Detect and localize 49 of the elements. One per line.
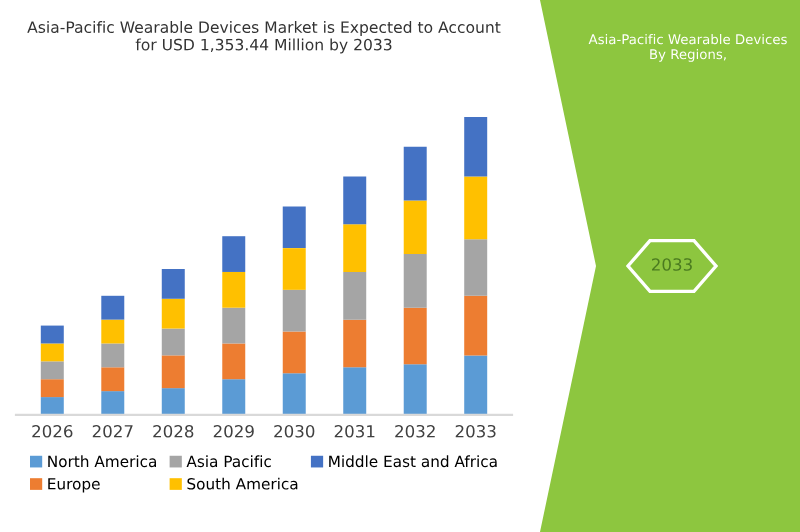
bar (101, 295, 125, 320)
bar (464, 117, 488, 177)
bar (161, 328, 185, 356)
bar (40, 343, 64, 362)
bar (282, 289, 306, 332)
bar (101, 391, 125, 415)
x-tick-label: 2031 (334, 424, 375, 438)
bar (403, 364, 427, 415)
x-tick-label: 2027 (92, 424, 133, 438)
bar (222, 236, 246, 272)
bar (464, 355, 488, 415)
bar (40, 379, 64, 398)
bar (403, 254, 427, 308)
bar (343, 224, 367, 272)
bar (282, 248, 306, 290)
x-tick-label: 2030 (274, 424, 315, 438)
bar (222, 271, 246, 308)
bar (161, 298, 185, 329)
bar (282, 331, 306, 374)
bar (222, 307, 246, 344)
bar (282, 373, 306, 415)
bar (40, 397, 64, 415)
bar (101, 367, 125, 392)
bar (40, 325, 64, 344)
bar (464, 176, 488, 240)
bar (403, 200, 427, 255)
bar (101, 343, 125, 368)
bar (222, 379, 246, 415)
bar (161, 268, 185, 299)
bar (464, 295, 488, 356)
bar (161, 388, 185, 415)
bar (161, 355, 185, 389)
x-tick-label: 2033 (455, 424, 496, 438)
bar (282, 206, 306, 249)
bar (343, 176, 367, 225)
x-tick-label: 2032 (395, 424, 435, 438)
bar (101, 319, 125, 344)
x-tick-label: 2026 (32, 424, 73, 438)
x-tick-label: 2028 (153, 424, 194, 438)
bar (40, 361, 64, 380)
bar (343, 271, 367, 320)
text: 2033 (652, 258, 692, 271)
bar (222, 343, 246, 380)
bar (343, 367, 367, 415)
bar (403, 146, 427, 201)
x-tick-label: 2029 (213, 424, 254, 438)
bar (343, 319, 367, 368)
bar (464, 239, 488, 296)
bar (403, 307, 427, 365)
